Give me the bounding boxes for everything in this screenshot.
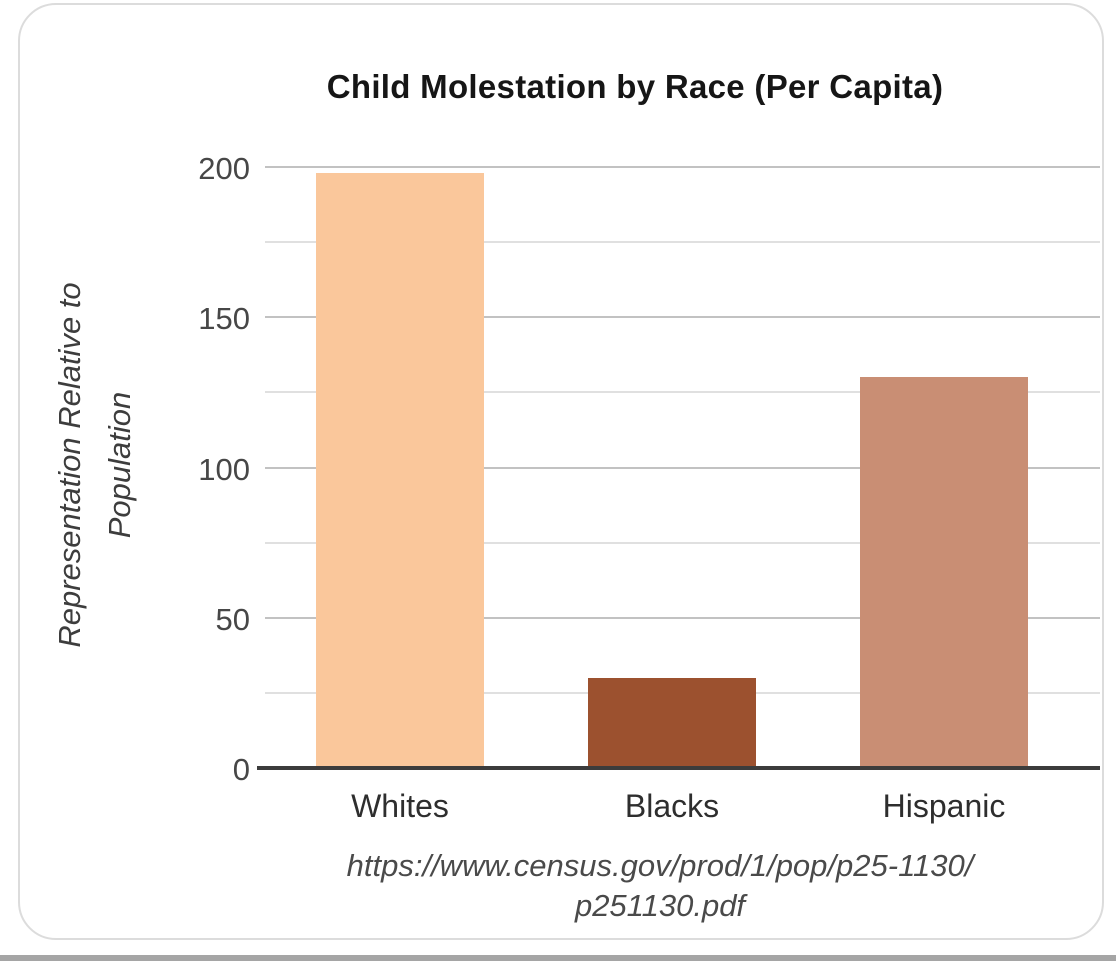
gridline-50 <box>265 616 1100 619</box>
gridline-100 <box>265 466 1100 469</box>
y-axis-title-line1: Representation Relative to <box>52 282 87 648</box>
source-line2: p251130.pdf <box>574 888 746 923</box>
image-bottom-edge <box>0 955 1116 961</box>
x-axis-line <box>257 766 1100 770</box>
source-line1: https://www.census.gov/prod/1/pop/p25-11… <box>346 848 974 883</box>
chart-title: Child Molestation by Race (Per Capita) <box>326 68 944 105</box>
y-tick-label-150: 150 <box>198 301 250 337</box>
gridline-150 <box>265 316 1100 319</box>
gridline-200 <box>265 166 1100 168</box>
gridline-175 <box>265 241 1100 244</box>
bar-blacks <box>588 678 756 768</box>
y-tick-label-0: 0 <box>232 752 250 787</box>
source-citation: https://www.census.gov/prod/1/pop/p25-11… <box>240 846 1080 926</box>
x-category-label-blacks: Blacks <box>624 788 720 824</box>
plot-area <box>257 166 1100 770</box>
y-tick-label-50: 50 <box>215 601 250 637</box>
y-axis-tick-labels: 0 50 100 150 200 <box>110 151 250 787</box>
gridline-125 <box>265 391 1100 394</box>
gridline-75 <box>265 541 1100 544</box>
bar-whites <box>316 173 484 768</box>
x-category-label-whites: Whites <box>351 788 449 824</box>
y-tick-label-200: 200 <box>198 151 250 186</box>
x-category-label-hispanic: Hispanic <box>882 788 1006 824</box>
bar-hispanic <box>860 377 1028 768</box>
y-tick-label-100: 100 <box>198 451 250 487</box>
x-axis-labels: Whites Blacks Hispanic <box>265 788 1100 830</box>
